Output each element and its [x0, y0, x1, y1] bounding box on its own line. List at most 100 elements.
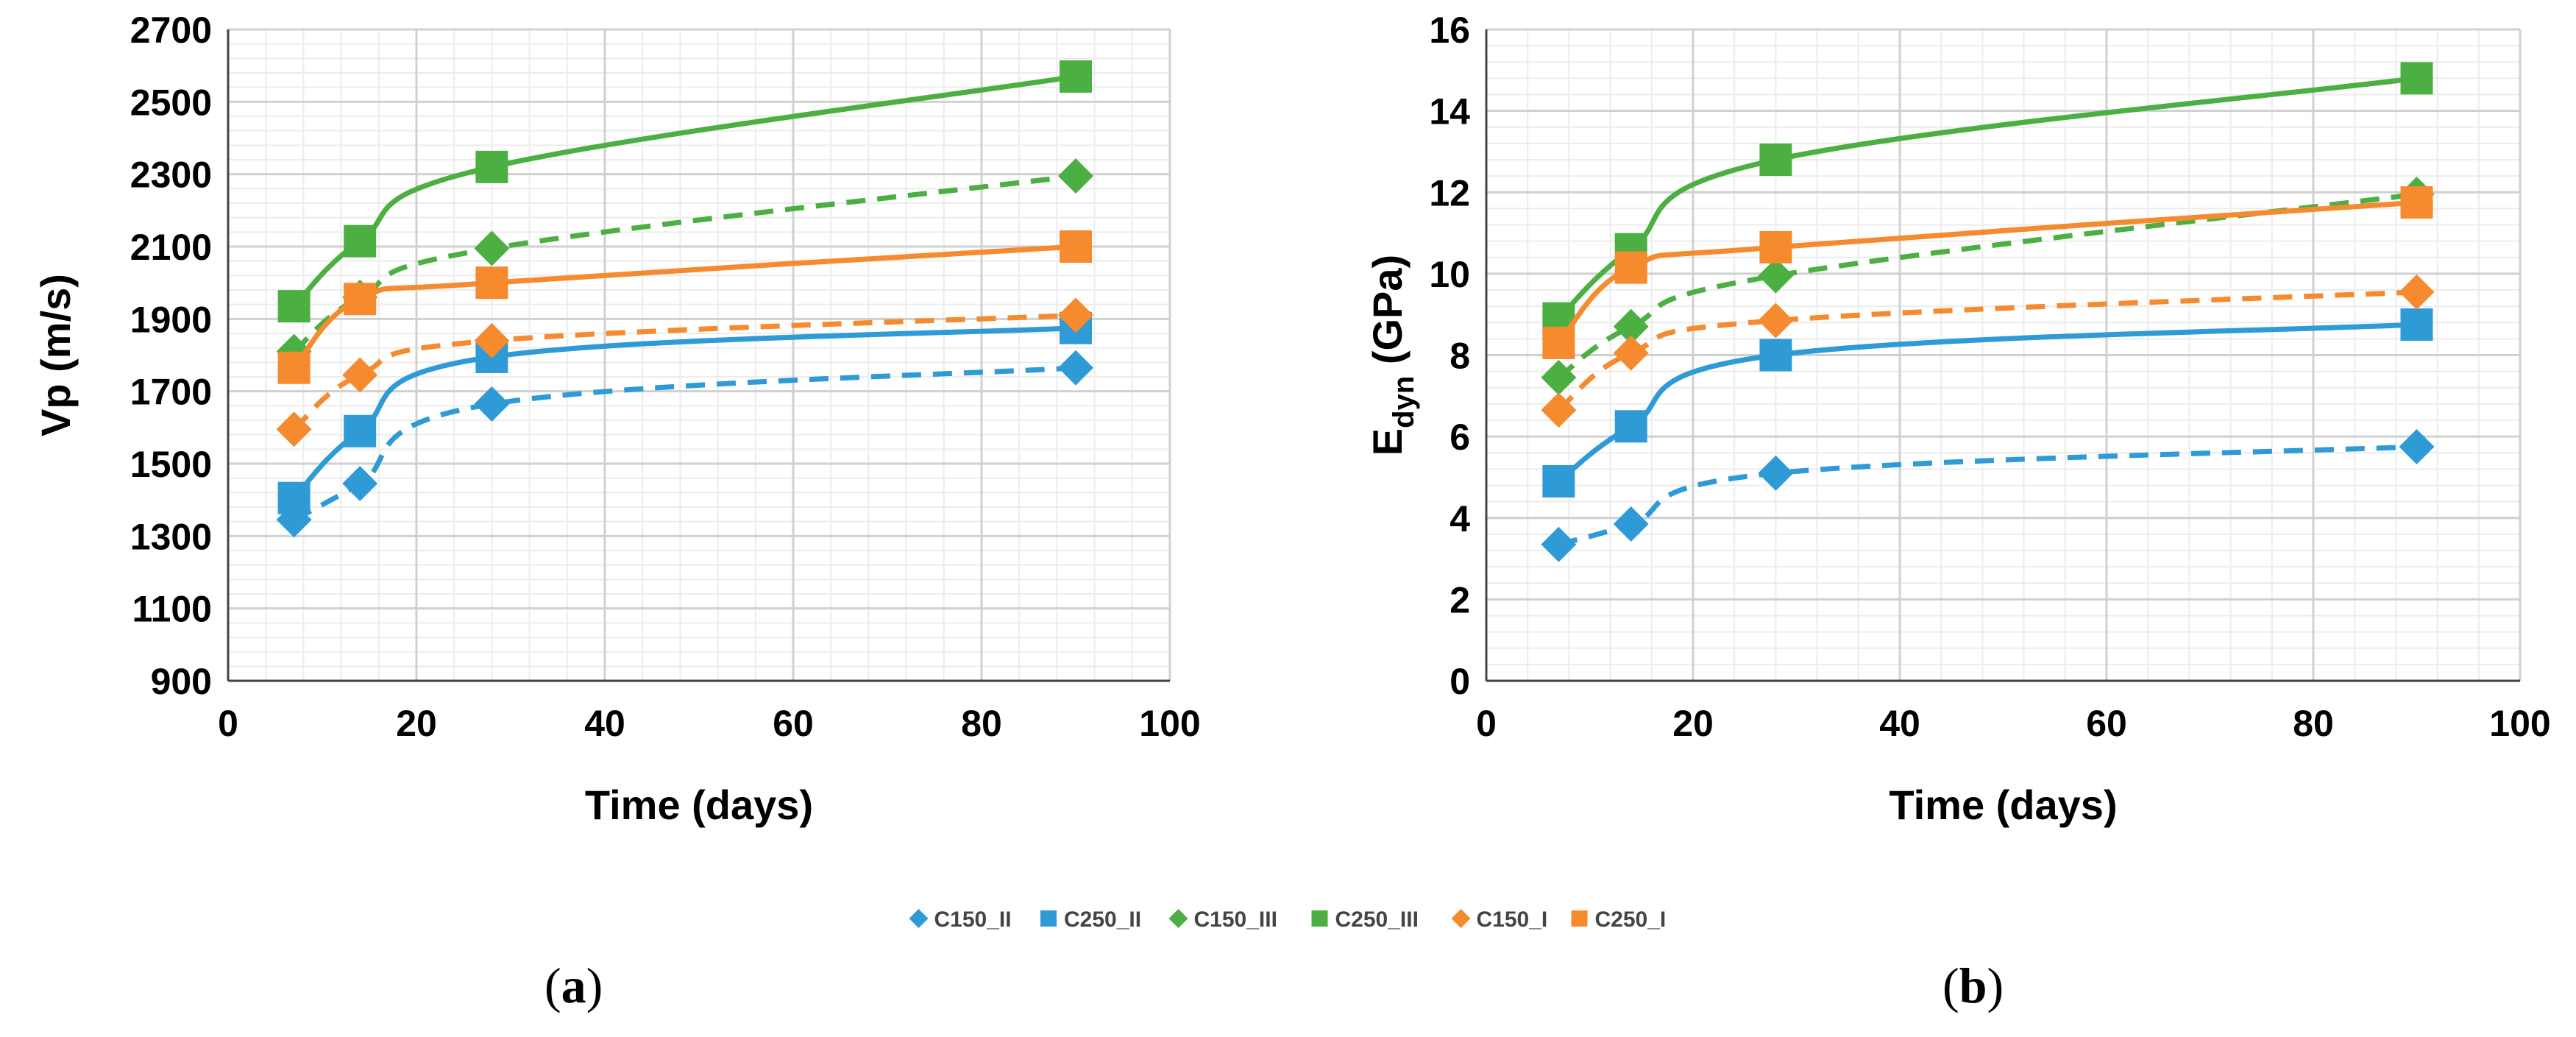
legend-item: C150_III	[1168, 907, 1277, 932]
chart-b: 0 20 40 60 80 100 0 2 4 6 8 10 12 14 16 Time (days) Edyn…	[1364, 10, 2551, 828]
data-point-square	[277, 481, 311, 514]
data-point-diamond	[1541, 526, 1577, 562]
series-C150_III	[276, 158, 1093, 369]
data-point-square	[2400, 308, 2433, 341]
series-C150_I	[1541, 274, 2435, 428]
data-point-square	[344, 283, 377, 316]
panel-label-a: (a)	[544, 958, 603, 1013]
panel-label-b: (b)	[1942, 958, 2004, 1013]
data-point-square	[1614, 251, 1647, 284]
y-tick-label: 1300	[130, 516, 212, 557]
legend-marker-square	[1040, 910, 1057, 927]
data-point-square	[277, 351, 311, 384]
series-line	[291, 244, 1076, 370]
y-tick-label: 8	[1450, 336, 1470, 377]
data-point-diamond	[1758, 258, 1794, 294]
legend-label: C250_I	[1595, 907, 1667, 932]
x-tick-label: 80	[961, 703, 1002, 744]
y-axis-title: Vp (m/s)	[32, 274, 79, 436]
data-point-diamond	[2399, 274, 2435, 310]
y-tick-label: 10	[1429, 254, 1470, 295]
data-point-diamond	[276, 411, 312, 447]
series-line	[292, 173, 1076, 354]
x-tick-label: 60	[2086, 703, 2127, 744]
data-point-diamond	[2399, 428, 2435, 464]
y-axis-title-main: E	[1364, 428, 1411, 456]
series-line	[1557, 191, 2417, 380]
data-point-diamond	[1613, 308, 1649, 344]
y-tick-label: 900	[151, 661, 212, 702]
data-point-square	[344, 224, 377, 258]
legend-marker-diamond	[1168, 909, 1188, 928]
data-point-diamond	[1058, 350, 1093, 386]
x-tick-label: 20	[396, 703, 437, 744]
data-point-square	[1614, 410, 1647, 443]
y-tick-label: 2700	[130, 10, 212, 51]
gridlines	[227, 28, 1171, 682]
data-point-square	[2400, 186, 2433, 219]
y-tick-label: 6	[1450, 417, 1470, 458]
legend-label: C150_I	[1477, 907, 1548, 932]
x-tick-label: 80	[2293, 703, 2334, 744]
legend-marker-square	[1571, 910, 1588, 927]
data-point-square	[2400, 62, 2433, 95]
data-point-square	[1759, 144, 1792, 176]
data-point-diamond	[1613, 506, 1649, 542]
legend-marker-square	[1311, 910, 1328, 927]
y-tick-label: 2500	[130, 82, 212, 123]
data-point-square	[1542, 464, 1575, 498]
legend-item: C250_II	[1040, 907, 1141, 932]
data-point-square	[475, 266, 508, 300]
data-point-diamond	[474, 230, 510, 266]
x-tick-label: 100	[1139, 703, 1200, 744]
legend-label: C150_III	[1194, 907, 1277, 932]
data-point-diamond	[1541, 392, 1577, 428]
x-tick-label: 100	[2489, 703, 2550, 744]
series-C250_II	[277, 311, 1092, 514]
legend-marker-diamond	[909, 909, 929, 928]
series-line	[292, 365, 1076, 523]
legend-item: C150_II	[909, 907, 1012, 932]
data-point-square	[1759, 339, 1792, 372]
x-tick-label: 40	[584, 703, 625, 744]
y-tick-label: 16	[1429, 10, 1470, 51]
data-point-square	[344, 414, 377, 447]
series-C150_II	[1541, 428, 2435, 562]
legend-label: C150_II	[934, 907, 1012, 932]
data-point-square	[1060, 60, 1092, 93]
data-point-diamond	[474, 386, 510, 422]
data-point-square	[475, 150, 508, 183]
y-tick-label: 1100	[132, 589, 212, 630]
series-line	[1558, 444, 2417, 548]
x-tick-label: 20	[1672, 703, 1714, 744]
series-C250_II	[1542, 308, 2433, 498]
series-line	[1556, 199, 2417, 345]
y-tick-label: 0	[1450, 661, 1470, 702]
series-C150_I	[276, 297, 1093, 447]
y-tick-label: 1700	[130, 372, 212, 413]
data-point-diamond	[1058, 158, 1093, 194]
data-point-diamond	[342, 466, 378, 502]
series-line	[1557, 322, 2417, 484]
y-tick-label: 1500	[130, 444, 212, 485]
y-tick-label: 4	[1450, 498, 1470, 539]
series-line	[292, 325, 1076, 500]
y-tick-label: 2	[1450, 579, 1470, 620]
y-axis-title-unit: (GPa)	[1364, 255, 1411, 376]
series-C250_I	[1542, 186, 2433, 359]
x-tick-label: 60	[773, 703, 814, 744]
y-axis-title-main: Vp (m/s)	[32, 274, 79, 436]
data-point-diamond	[1058, 297, 1093, 333]
y-tick-label: 2300	[130, 155, 212, 196]
y-axis-title: Edyn (GPa)	[1364, 255, 1420, 456]
series-C150_II	[276, 350, 1093, 538]
series-C250_III	[277, 60, 1092, 323]
data-point-diamond	[1758, 302, 1794, 339]
data-point-diamond	[1541, 359, 1577, 395]
x-axis-title: Time (days)	[1889, 782, 2117, 828]
data-point-diamond	[474, 322, 510, 358]
y-tick-label: 2100	[130, 227, 212, 268]
y-tick-label: 12	[1429, 172, 1470, 213]
data-point-square	[277, 290, 311, 323]
